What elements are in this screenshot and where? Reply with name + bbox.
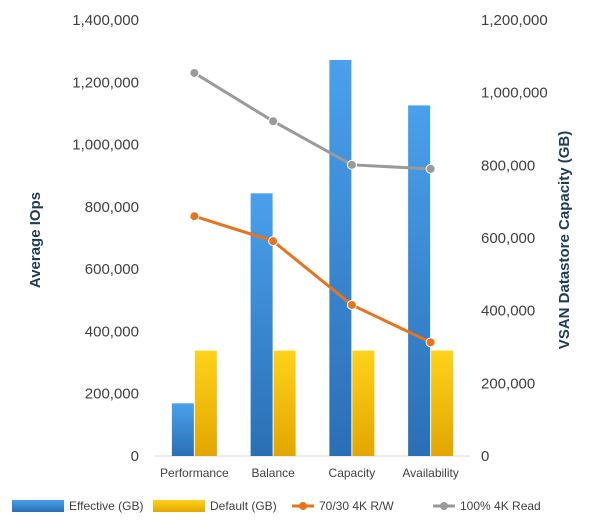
line-point [425,337,436,348]
lines [189,67,436,348]
legend-label: Default (GB) [210,499,277,513]
legend-label: Effective (GB) [69,499,143,513]
x-tick-label: Balance [251,466,295,480]
bar-default [352,350,375,456]
line-series-0 [193,214,432,344]
bars [171,59,454,456]
y-tick-label: 1,000,000 [72,137,139,154]
bar-effective [250,193,273,456]
y2-tick-label: 1,200,000 [481,12,548,29]
y-tick-label: 400,000 [85,323,139,340]
x-tick-label: Availability [402,466,458,480]
left-axis-ticks: 0 200,000 400,000 600,000 800,000 1,000,000 1,… [72,12,139,465]
y-tick-label: 0 [131,448,139,465]
line-point [189,211,200,222]
bar-effective [329,59,352,456]
y2-tick-label: 600,000 [481,230,535,247]
y-tick-label: 200,000 [85,386,139,403]
legend-marker [299,502,307,510]
legend-label: 100% 4K Read [460,499,541,513]
bar-default [273,350,296,456]
legend: Effective (GB) Default (GB) 70/30 4K R/W 10… [12,499,541,513]
legend-swatch [153,500,205,512]
y-tick-label: 1,400,000 [72,12,139,29]
y2-tick-label: 400,000 [481,303,535,320]
legend-swatch [12,500,64,512]
y2-tick-label: 200,000 [481,375,535,392]
line-point [425,163,436,174]
y2-axis-title: VSAN Datastore Capacity (GB) [556,131,573,349]
y2-tick-label: 0 [481,448,489,465]
line-point [189,67,200,78]
legend-marker [440,502,448,510]
y-axis-title: Average IOps [27,192,44,288]
bar-default [431,350,454,456]
right-axis-ticks: 0 200,000 400,000 600,000 800,000 1,000,000 1,… [481,12,548,465]
line-point [346,299,357,310]
x-tick-label: Capacity [329,466,376,480]
y-tick-label: 800,000 [85,199,139,216]
bar-effective [171,403,194,456]
category-labels: Performance Balance Capacity Availability [160,466,459,480]
line-series-1 [193,71,431,171]
line-point [268,116,279,127]
bar-effective [408,105,431,456]
y-tick-label: 600,000 [85,261,139,278]
y2-tick-label: 1,000,000 [481,85,548,102]
x-tick-label: Performance [160,466,229,480]
line-point [346,159,357,170]
bar-default [194,350,217,456]
y-tick-label: 1,200,000 [72,74,139,91]
y2-tick-label: 800,000 [481,157,535,174]
legend-label: 70/30 4K R/W [319,499,394,513]
line-point [268,236,279,247]
